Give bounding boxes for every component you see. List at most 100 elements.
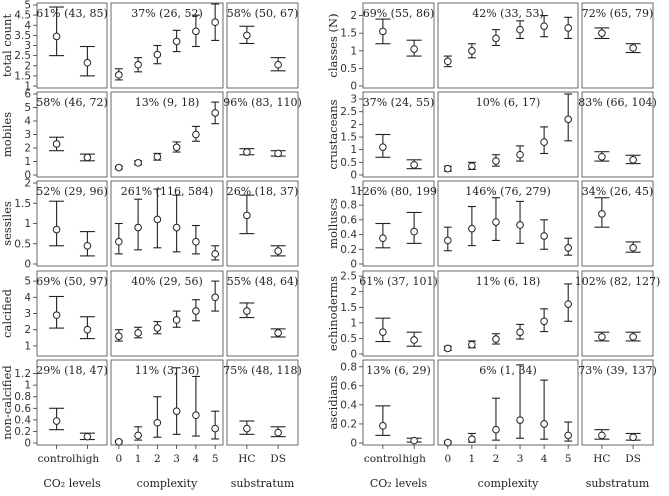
errorbar-point xyxy=(270,149,286,158)
errorbar-point xyxy=(594,429,610,440)
errorbar-point xyxy=(625,432,641,442)
panel-frame xyxy=(581,359,654,446)
y-tick-label: 0 xyxy=(350,259,357,271)
errorbar-point xyxy=(443,438,452,447)
panel-annotation: 13% (6, 29) xyxy=(366,364,431,377)
mean-point xyxy=(211,250,219,258)
errorbar-point xyxy=(467,161,476,170)
errorbar-point xyxy=(79,231,95,257)
y-tick-label: 0.5 xyxy=(340,63,357,75)
panel-annotation: 11% (3, 36) xyxy=(135,364,200,377)
panel-frame xyxy=(36,91,108,178)
panel: 42% (33, 53) xyxy=(437,2,579,89)
panel-frame xyxy=(581,180,654,267)
mean-point xyxy=(52,225,61,234)
x-tick-label: 2 xyxy=(154,453,161,465)
panel-annotation: 37% (24, 55) xyxy=(363,96,435,109)
mean-point xyxy=(444,438,452,447)
panel: 13% (6, 29) xyxy=(362,359,435,446)
errorbar-point xyxy=(540,15,549,38)
errorbar-point xyxy=(491,333,500,345)
errorbar-point xyxy=(594,151,610,162)
mean-point xyxy=(629,333,637,341)
panel-annotation: 29% (18, 47) xyxy=(36,364,108,377)
y-tick-label: 1.5 xyxy=(14,70,31,82)
errorbar-point xyxy=(594,197,610,228)
mean-point xyxy=(598,152,606,161)
errorbar-point xyxy=(516,145,525,162)
errorbar-point xyxy=(594,331,610,342)
mean-point xyxy=(516,221,524,229)
panel-annotation: 69% (50, 97) xyxy=(36,275,108,288)
panel-frame xyxy=(362,180,435,267)
errorbar-point xyxy=(375,405,391,436)
errorbar-point xyxy=(153,321,162,335)
y-tick-label: 1 xyxy=(24,218,31,230)
mean-point xyxy=(564,115,573,124)
y-tick-label: 1 xyxy=(24,156,31,168)
y-axis-label: calcified xyxy=(0,288,14,338)
errorbar-point xyxy=(79,432,95,441)
panel-annotation: 126% (80, 199) xyxy=(356,185,442,198)
mean-point xyxy=(115,163,123,172)
x-tick-label: 1 xyxy=(135,453,142,465)
errorbar-point xyxy=(270,57,286,72)
mean-point xyxy=(83,241,92,250)
panel-frame xyxy=(110,2,224,89)
panel: 13% (9, 18) xyxy=(110,91,224,178)
errorbar-point xyxy=(114,329,123,342)
x-tick-label: 4 xyxy=(193,453,200,465)
x-tick-label: 3 xyxy=(173,453,180,465)
errorbar-point xyxy=(564,283,573,322)
y-tick-label: 1 xyxy=(350,185,357,197)
panel-annotation: 52% (29, 96) xyxy=(36,185,108,198)
errorbar-point xyxy=(564,16,573,40)
y-tick-label: 3 xyxy=(24,40,31,52)
errorbar-point xyxy=(114,438,123,446)
y-tick-label: 4.5 xyxy=(14,10,31,22)
errorbar-point xyxy=(153,44,162,65)
mean-point xyxy=(153,215,162,224)
panel-frame xyxy=(437,270,579,357)
errorbar-point xyxy=(153,188,162,249)
panel-annotation: 96% (83, 110) xyxy=(223,96,302,109)
x-tick-label: 1 xyxy=(469,453,476,465)
panel-annotation: 61% (43, 85) xyxy=(36,7,108,20)
y-tick-label: 4 xyxy=(24,20,31,32)
errorbar-point xyxy=(467,206,476,247)
y-tick-label: 4 xyxy=(24,116,31,128)
panel: 37% (26, 52) xyxy=(110,2,224,89)
y-tick-label: 1.5 xyxy=(340,132,357,144)
errorbar-point xyxy=(375,133,391,158)
panel-frame xyxy=(110,91,224,178)
panel-annotation: 72% (65, 79) xyxy=(582,7,654,20)
mean-point xyxy=(444,57,452,66)
panel: 11% (6, 18) xyxy=(437,270,579,357)
mean-point xyxy=(540,317,548,326)
y-tick-label: 5 xyxy=(24,276,31,288)
panel-annotation: 13% (9, 18) xyxy=(135,96,200,109)
panel-annotation: 75% (48, 118) xyxy=(223,364,302,377)
mean-point xyxy=(629,44,637,52)
y-tick-label: 0.8 xyxy=(340,361,357,373)
panel-frame xyxy=(362,91,435,178)
mean-point xyxy=(192,307,200,315)
y-tick-label: 1.5 xyxy=(340,302,357,314)
errorbar-point xyxy=(172,29,181,53)
mean-point xyxy=(468,435,476,443)
mean-point xyxy=(211,424,219,433)
mean-point xyxy=(379,27,387,36)
errorbar-point xyxy=(564,421,573,442)
panel: 146% (76, 279) xyxy=(437,180,579,267)
x-tick-label: 4 xyxy=(541,453,548,465)
panel: 96% (83, 110) xyxy=(223,91,302,178)
mean-point xyxy=(564,24,573,32)
mean-point xyxy=(83,432,92,441)
errorbar-point xyxy=(443,226,452,252)
y-axis-label: echinoderms xyxy=(326,276,340,351)
errorbar-point xyxy=(375,222,391,249)
panel: 69% (50, 97) xyxy=(36,270,108,357)
y-tick-label: 0 xyxy=(350,170,357,182)
y-tick-label: 1.5 xyxy=(14,198,31,210)
errorbar-point xyxy=(49,200,65,247)
